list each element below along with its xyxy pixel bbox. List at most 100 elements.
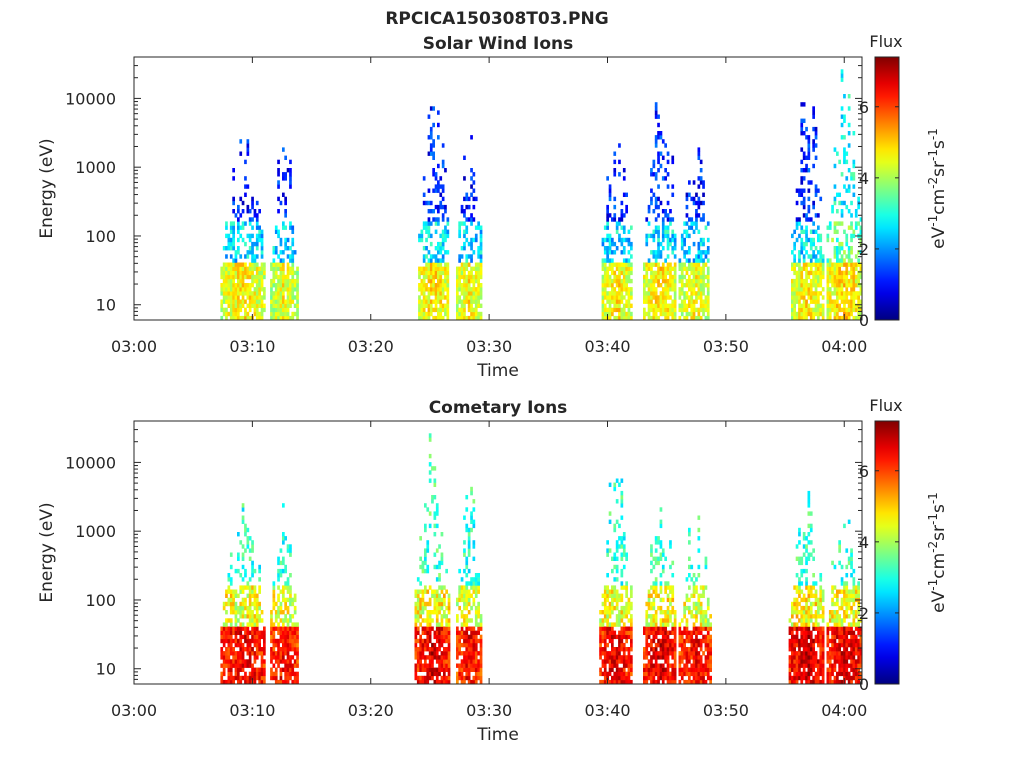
heatmap-cell (465, 523, 469, 529)
heatmap-cell (814, 299, 818, 304)
heatmap-cell (603, 642, 607, 648)
heatmap-cell (421, 618, 425, 623)
heatmap-cell (650, 630, 653, 635)
heatmap-cell (239, 139, 243, 144)
heatmap-cell (625, 258, 628, 263)
heatmap-cell (819, 597, 823, 603)
heatmap-cell (800, 638, 804, 644)
heatmap-cell (446, 303, 450, 308)
heatmap-cell (291, 237, 295, 243)
heatmap-cell (470, 667, 473, 672)
heatmap-cell (279, 299, 283, 304)
heatmap-cell (289, 278, 292, 284)
heatmap-cell (458, 225, 461, 230)
heatmap-cell (438, 560, 441, 566)
heatmap-cell (431, 593, 434, 598)
heatmap-cell (222, 634, 226, 640)
heatmap-cell (709, 667, 712, 672)
heatmap-cell (654, 135, 658, 140)
heatmap-cell (666, 630, 670, 635)
heatmap-cell (802, 241, 806, 247)
heatmap-cell (630, 262, 633, 267)
heatmap-cell (258, 299, 261, 304)
heatmap-cell (630, 605, 633, 611)
heatmap-cell (477, 573, 480, 578)
heatmap-cell (826, 679, 830, 684)
heatmap-cell (286, 634, 290, 640)
heatmap-cell (802, 568, 806, 574)
heatmap-cell (798, 642, 801, 648)
heatmap-cell (702, 266, 705, 271)
heatmap-cell (277, 168, 280, 173)
heatmap-cell (463, 270, 466, 276)
heatmap-cell (447, 597, 451, 603)
heatmap-cell (652, 626, 656, 631)
heatmap-cell (472, 577, 476, 582)
heatmap-cell (284, 597, 287, 603)
heatmap-cell (847, 291, 851, 296)
heatmap-cell (807, 254, 811, 259)
heatmap-cell (608, 299, 612, 304)
heatmap-cell (272, 315, 276, 320)
heatmap-cell (460, 315, 464, 320)
heatmap-cell (664, 274, 667, 280)
heatmap-cell (620, 515, 624, 520)
heatmap-cell (237, 217, 240, 222)
heatmap-cell (814, 659, 818, 664)
heatmap-cell (838, 192, 841, 197)
heatmap-cell (234, 667, 238, 672)
heatmap-cell (840, 295, 844, 300)
heatmap-cell (284, 614, 287, 619)
heatmap-cell (647, 663, 651, 668)
heatmap-cell (669, 647, 672, 652)
heatmap-cell (428, 647, 432, 652)
heatmap-cell (232, 241, 235, 247)
heatmap-cell (418, 299, 421, 304)
heatmap-cell (444, 237, 447, 243)
heatmap-cell (664, 295, 667, 300)
heatmap-cell (838, 241, 841, 247)
heatmap-cell (237, 315, 240, 320)
heatmap-cell (248, 270, 252, 276)
heatmap-cell (286, 610, 290, 615)
heatmap-cell (630, 311, 633, 317)
heatmap-cell (657, 168, 660, 173)
heatmap-cell (622, 192, 626, 197)
heatmap-cell (227, 274, 231, 280)
heatmap-cell (807, 490, 811, 496)
heatmap-cell (625, 315, 628, 320)
heatmap-cell (447, 675, 451, 681)
heatmap-cell (433, 610, 437, 615)
heatmap-cell (426, 647, 430, 652)
heatmap-cell (838, 200, 841, 206)
heatmap-cell (601, 295, 605, 300)
heatmap-cell (416, 638, 420, 644)
heatmap-cell (456, 287, 459, 292)
heatmap-cell (477, 315, 480, 320)
heatmap-cell (802, 614, 806, 619)
heatmap-cell (255, 254, 259, 259)
heatmap-cell (620, 655, 624, 660)
heatmap-cell (608, 638, 612, 644)
heatmap-cell (251, 196, 254, 202)
heatmap-cell (603, 597, 607, 603)
heatmap-cell (479, 663, 483, 668)
heatmap-cell (650, 585, 653, 590)
heatmap-cell (419, 679, 422, 684)
heatmap-cell (654, 663, 658, 668)
heatmap-cell (666, 295, 670, 300)
heatmap-cell (643, 679, 646, 684)
heatmap-cell (433, 679, 437, 684)
heatmap-cell (692, 266, 696, 271)
heatmap-cell (692, 262, 696, 267)
heatmap-cell (620, 299, 624, 304)
heatmap-cell (625, 626, 628, 631)
heatmap-cell (429, 266, 433, 271)
heatmap-cell (248, 577, 252, 582)
heatmap-cell (793, 262, 796, 267)
heatmap-cell (258, 266, 261, 271)
heatmap-cell (286, 274, 290, 280)
heatmap-cell (279, 659, 283, 664)
heatmap-cell (798, 311, 801, 317)
heatmap-cell (613, 196, 617, 202)
